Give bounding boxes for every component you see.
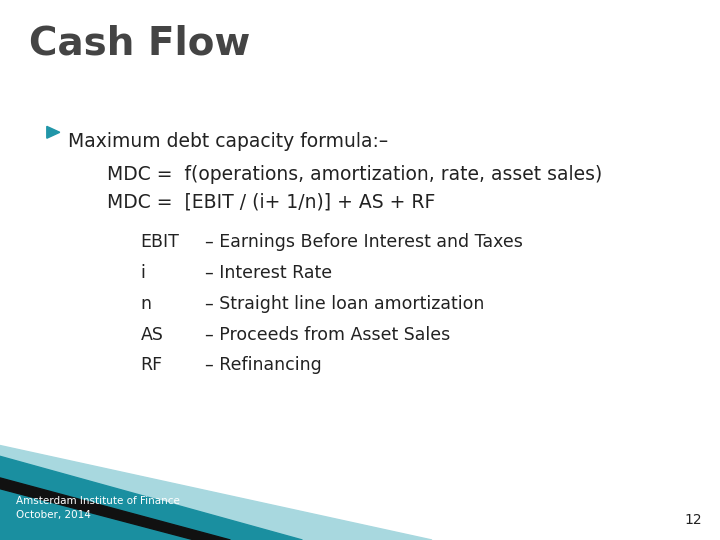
Polygon shape (0, 456, 302, 540)
Text: n: n (140, 295, 151, 313)
Polygon shape (47, 126, 60, 138)
Text: MDC =  [EBIT / (i+ 1/n)] + AS + RF: MDC = [EBIT / (i+ 1/n)] + AS + RF (107, 193, 435, 212)
Text: RF: RF (140, 356, 163, 374)
Text: Maximum debt capacity formula:–: Maximum debt capacity formula:– (68, 132, 389, 151)
Text: Amsterdam Institute of Finance: Amsterdam Institute of Finance (16, 496, 180, 506)
Text: October, 2014: October, 2014 (16, 510, 91, 521)
Text: Cash Flow: Cash Flow (29, 24, 250, 62)
Polygon shape (0, 478, 230, 540)
Text: AS: AS (140, 326, 163, 343)
Text: i: i (140, 264, 145, 282)
Text: EBIT: EBIT (140, 233, 179, 251)
Text: MDC =  f(operations, amortization, rate, asset sales): MDC = f(operations, amortization, rate, … (107, 165, 602, 184)
Text: – Interest Rate: – Interest Rate (205, 264, 333, 282)
Text: – Proceeds from Asset Sales: – Proceeds from Asset Sales (205, 326, 451, 343)
Text: – Refinancing: – Refinancing (205, 356, 322, 374)
Text: – Earnings Before Interest and Taxes: – Earnings Before Interest and Taxes (205, 233, 523, 251)
Text: – Straight line loan amortization: – Straight line loan amortization (205, 295, 485, 313)
Polygon shape (0, 446, 432, 540)
Text: 12: 12 (685, 512, 702, 526)
